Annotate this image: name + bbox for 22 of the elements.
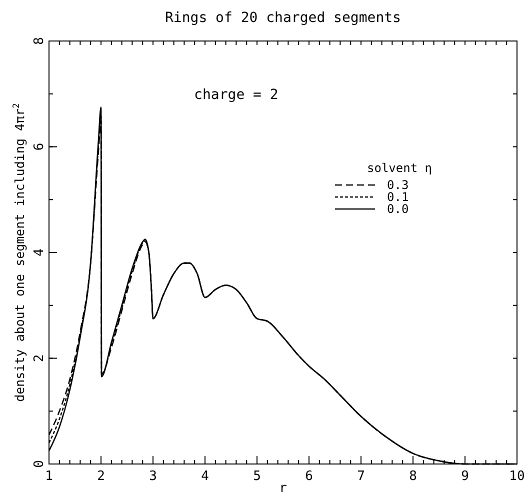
x-tick-label: 1 [45,469,53,484]
y-tick-label: 2 [32,354,47,362]
x-tick-label: 10 [509,469,525,484]
x-axis-title: r [279,481,288,494]
x-tick-label: 4 [201,469,210,484]
y-tick-label: 8 [32,37,47,45]
x-tick-label: 9 [461,469,469,484]
x-tick-label: 3 [149,469,157,484]
x-tick-label: 2 [97,469,105,484]
y-tick-label: 6 [32,142,47,151]
legend-title: solvent η [367,161,432,175]
x-tick-label: 5 [253,469,261,484]
x-tick-label: 8 [409,469,417,484]
legend-label: 0.1 [387,190,409,204]
x-tick-label: 7 [357,469,365,484]
x-tick-label: 6 [305,469,313,484]
chart-title: Rings of 20 charged segments [164,10,402,26]
annotation: charge = 2 [194,87,278,104]
legend-label: 0.0 [387,202,409,216]
y-tick-label: 0 [32,460,47,468]
y-tick-label: 4 [32,248,47,256]
legend-label: 0.3 [387,178,409,192]
